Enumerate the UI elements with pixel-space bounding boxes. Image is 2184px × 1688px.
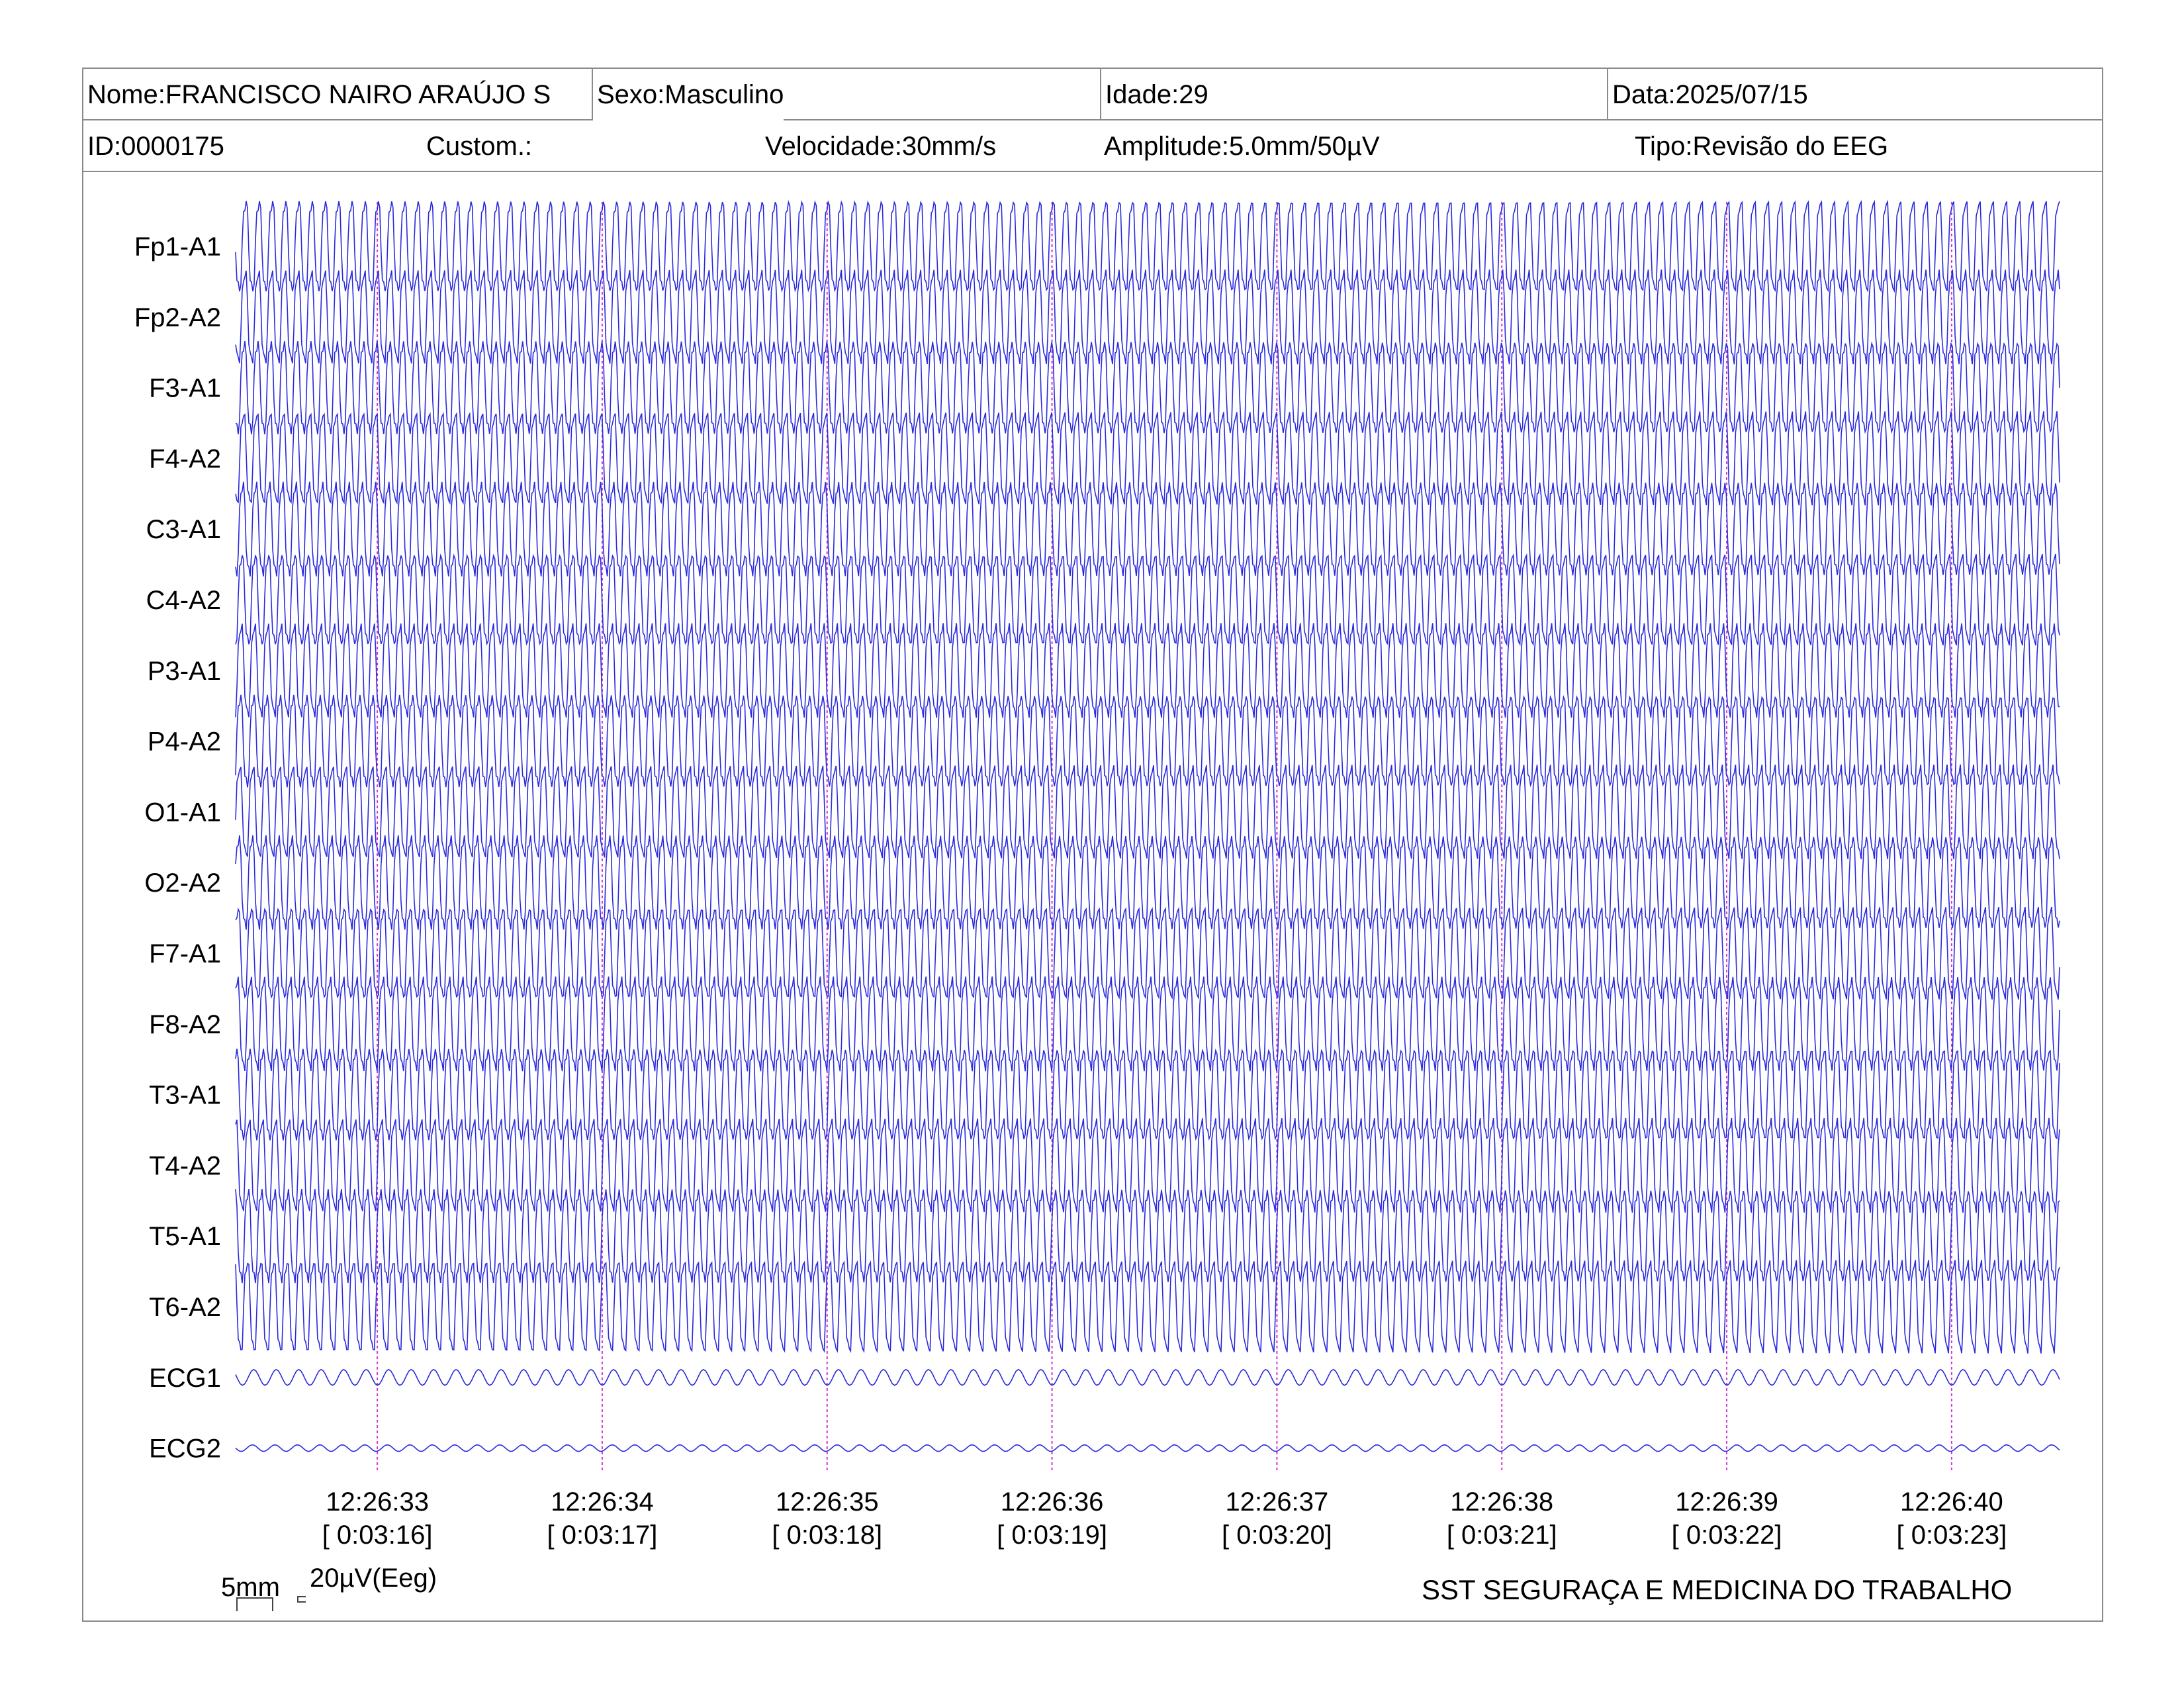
header-row-1: Nome:FRANCISCO NAIRO ARAÚJO S Sexo:Mascu… <box>83 69 2102 120</box>
channel-label: C4-A2 <box>146 586 221 615</box>
time-elapsed-label: [ 0:03:19] <box>997 1521 1107 1550</box>
channel-trace-group <box>235 199 2060 1452</box>
patient-sex: Sexo:Masculino <box>592 69 784 120</box>
time-elapsed-label: [ 0:03:21] <box>1447 1521 1557 1550</box>
channel-label-group: Fp1-A1 Fp2-A2 F3-A1 F4-A2 C3-A1 C4-A2 P3-A1 P4-… <box>134 232 221 1464</box>
channel-label: P4-A2 <box>148 727 221 757</box>
channel-trace <box>235 1260 2060 1354</box>
organization-name: SST SEGURAÇA E MEDICINA DO TRABALHO <box>1422 1574 2013 1605</box>
time-clock-label: 12:26:37 <box>1226 1487 1329 1517</box>
amplitude-setting: Amplitude:5.0mm/50µV <box>1104 132 1380 161</box>
time-elapsed-label: [ 0:03:23] <box>1896 1521 2007 1550</box>
record-id: ID:0000175 <box>87 132 224 161</box>
patient-name: Nome:FRANCISCO NAIRO ARAÚJO S <box>87 80 551 109</box>
channel-label: T5-A1 <box>149 1222 221 1251</box>
channel-trace <box>235 906 2060 1000</box>
channel-trace <box>235 1048 2060 1141</box>
time-clock-label: 12:26:40 <box>1900 1487 2003 1517</box>
channel-label: T6-A2 <box>149 1293 221 1322</box>
time-elapsed-label: [ 0:03:18] <box>772 1521 882 1550</box>
time-clock-label: 12:26:35 <box>776 1487 879 1517</box>
time-label-group: 12:26:33 [ 0:03:16] 12:26:34 [ 0:03:17] 12:2… <box>322 1487 2007 1550</box>
time-scale-bracket-icon <box>236 1597 273 1611</box>
channel-trace <box>235 553 2060 647</box>
channel-label: C3-A1 <box>146 515 221 544</box>
header-row-2: ID:0000175 Custom.: Velocidade:30mm/s Am… <box>83 120 2102 172</box>
channel-trace <box>235 340 2060 435</box>
channel-label: F7-A1 <box>149 939 221 968</box>
time-clock-label: 12:26:38 <box>1450 1487 1553 1517</box>
time-clock-label: 12:26:36 <box>1001 1487 1104 1517</box>
channel-trace <box>235 1444 2060 1452</box>
time-clock-label: 12:26:34 <box>551 1487 654 1517</box>
channel-trace <box>235 764 2060 859</box>
time-clock-label: 12:26:39 <box>1675 1487 1778 1517</box>
channel-label: T3-A1 <box>149 1081 221 1110</box>
patient-age: Idade:29 <box>1100 69 1208 120</box>
channel-trace <box>235 269 2060 365</box>
channel-label: ECG1 <box>149 1364 221 1393</box>
channel-trace <box>235 694 2060 788</box>
speed-setting: Velocidade:30mm/s <box>765 132 997 161</box>
channel-label: Fp1-A1 <box>134 232 221 261</box>
time-clock-label: 12:26:33 <box>326 1487 429 1517</box>
time-elapsed-label: [ 0:03:20] <box>1222 1521 1332 1550</box>
channel-trace <box>235 623 2060 718</box>
channel-label: F8-A2 <box>149 1010 221 1039</box>
custom-field: Custom.: <box>426 132 533 161</box>
amp-scale-bracket-icon <box>297 1596 306 1603</box>
channel-trace <box>235 411 2060 506</box>
channel-label: ECG2 <box>149 1434 221 1464</box>
channel-trace <box>235 1117 2060 1213</box>
channel-label: F3-A1 <box>149 374 221 403</box>
channel-trace <box>235 199 2060 293</box>
time-scale-label: 5mm <box>221 1573 280 1602</box>
record-type: Tipo:Revisão do EEG <box>1635 132 1889 161</box>
channel-trace <box>235 976 2060 1072</box>
time-elapsed-label: [ 0:03:17] <box>547 1521 658 1550</box>
amplitude-scale-label: 20µV(Eeg) <box>310 1564 437 1593</box>
channel-trace <box>235 1368 2060 1386</box>
channel-trace <box>235 1189 2060 1284</box>
channel-label: O2-A2 <box>144 868 221 898</box>
record-date: Data:2025/07/15 <box>1607 69 1808 120</box>
channel-trace <box>235 835 2060 930</box>
channel-label: T4-A2 <box>149 1151 221 1180</box>
eeg-report-sheet: Nome:FRANCISCO NAIRO ARAÚJO S Sexo:Mascu… <box>82 68 2103 1622</box>
channel-label: P3-A1 <box>148 657 221 686</box>
time-elapsed-label: [ 0:03:22] <box>1672 1521 1782 1550</box>
channel-trace <box>235 481 2060 577</box>
time-elapsed-label: [ 0:03:16] <box>322 1521 433 1550</box>
channel-label: Fp2-A2 <box>134 303 221 332</box>
channel-label: F4-A2 <box>149 444 221 473</box>
channel-label: O1-A1 <box>144 798 221 827</box>
